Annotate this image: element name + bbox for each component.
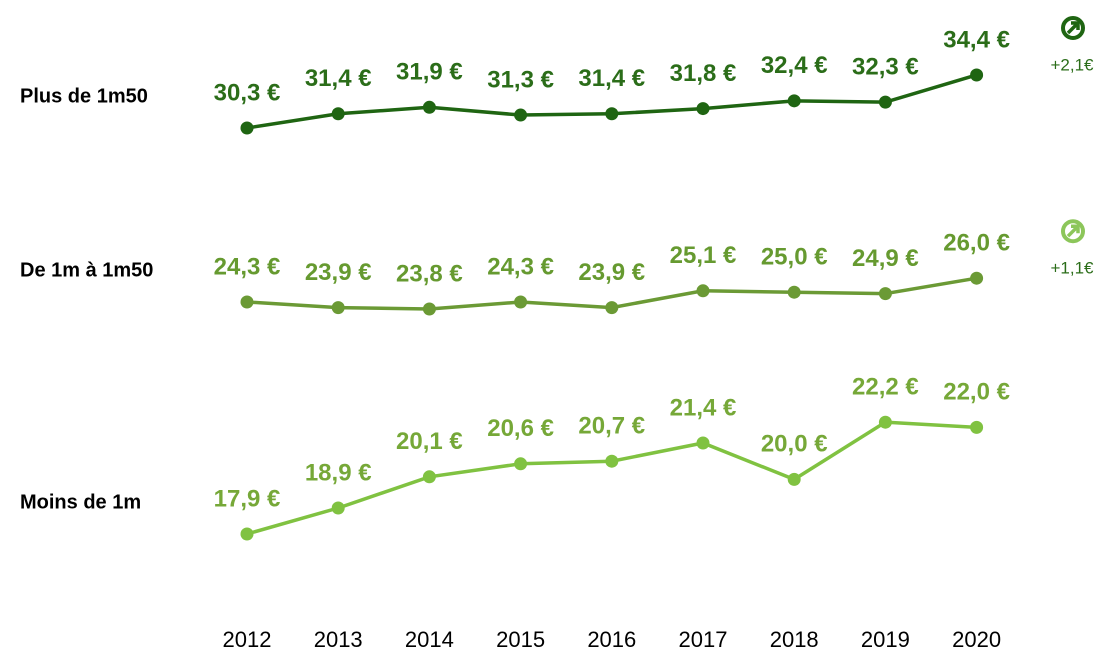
x-tick-label: 2017 [679,627,728,652]
point [787,472,801,486]
data-label: 24,3 € [214,253,281,280]
data-label: 24,3 € [487,253,554,280]
data-label: 22,0 € [943,379,1010,406]
data-label: 22,2 € [852,374,919,401]
series-name: De 1m à 1m50 [20,259,153,281]
series-name: Plus de 1m50 [20,85,148,107]
point [422,100,436,114]
point [696,284,710,298]
series-name: Moins de 1m [20,491,141,513]
x-tick-label: 2014 [405,627,454,652]
data-label: 20,7 € [578,413,645,440]
point [240,295,254,309]
trend-arrow [1066,21,1080,35]
data-label: 23,9 € [578,259,645,286]
data-label: 30,3 € [214,79,281,106]
point [514,108,528,122]
trend-icon [1061,219,1085,244]
point [970,420,984,434]
data-label: 20,6 € [487,415,554,442]
data-label: 31,4 € [578,65,645,92]
point [605,454,619,468]
data-label: 31,8 € [670,60,737,87]
point [787,94,801,108]
data-label: 31,4 € [305,65,372,92]
data-label: 25,0 € [761,244,828,271]
change-label: +1,1€ [1050,259,1094,278]
point [331,301,345,315]
point [970,271,984,285]
point [422,470,436,484]
point [605,107,619,121]
point [878,415,892,429]
x-tick-label: 2019 [861,627,910,652]
data-label: 21,4 € [670,394,737,421]
trend-icon [1061,15,1085,40]
x-tick-label: 2012 [223,627,272,652]
trend-arrow [1066,224,1080,238]
change-label: +2,1€ [1050,55,1094,74]
data-label: 23,9 € [305,259,372,286]
point [878,95,892,109]
data-label: 20,0 € [761,431,828,458]
data-label: 20,1 € [396,428,463,455]
x-tick-label: 2020 [952,627,1001,652]
point [514,457,528,471]
data-label: 31,9 € [396,59,463,86]
data-label: 26,0 € [943,230,1010,257]
point [514,295,528,309]
point [240,121,254,135]
point [878,287,892,301]
point [970,68,984,82]
point [240,527,254,541]
point [605,301,619,315]
data-label: 32,4 € [761,52,828,79]
data-label: 18,9 € [305,459,372,486]
x-tick-label: 2015 [496,627,545,652]
point [696,436,710,450]
x-tick-label: 2013 [314,627,363,652]
data-label: 23,8 € [396,260,463,287]
point [787,285,801,299]
data-label: 17,9 € [214,485,281,512]
data-label: 25,1 € [670,242,737,269]
x-tick-label: 2016 [587,627,636,652]
point [331,107,345,121]
point [696,102,710,116]
data-label: 31,3 € [487,66,554,93]
x-tick-label: 2018 [770,627,819,652]
data-label: 34,4 € [943,26,1010,53]
point [422,302,436,316]
data-label: 24,9 € [852,245,919,272]
data-label: 32,3 € [852,53,919,80]
point [331,501,345,515]
